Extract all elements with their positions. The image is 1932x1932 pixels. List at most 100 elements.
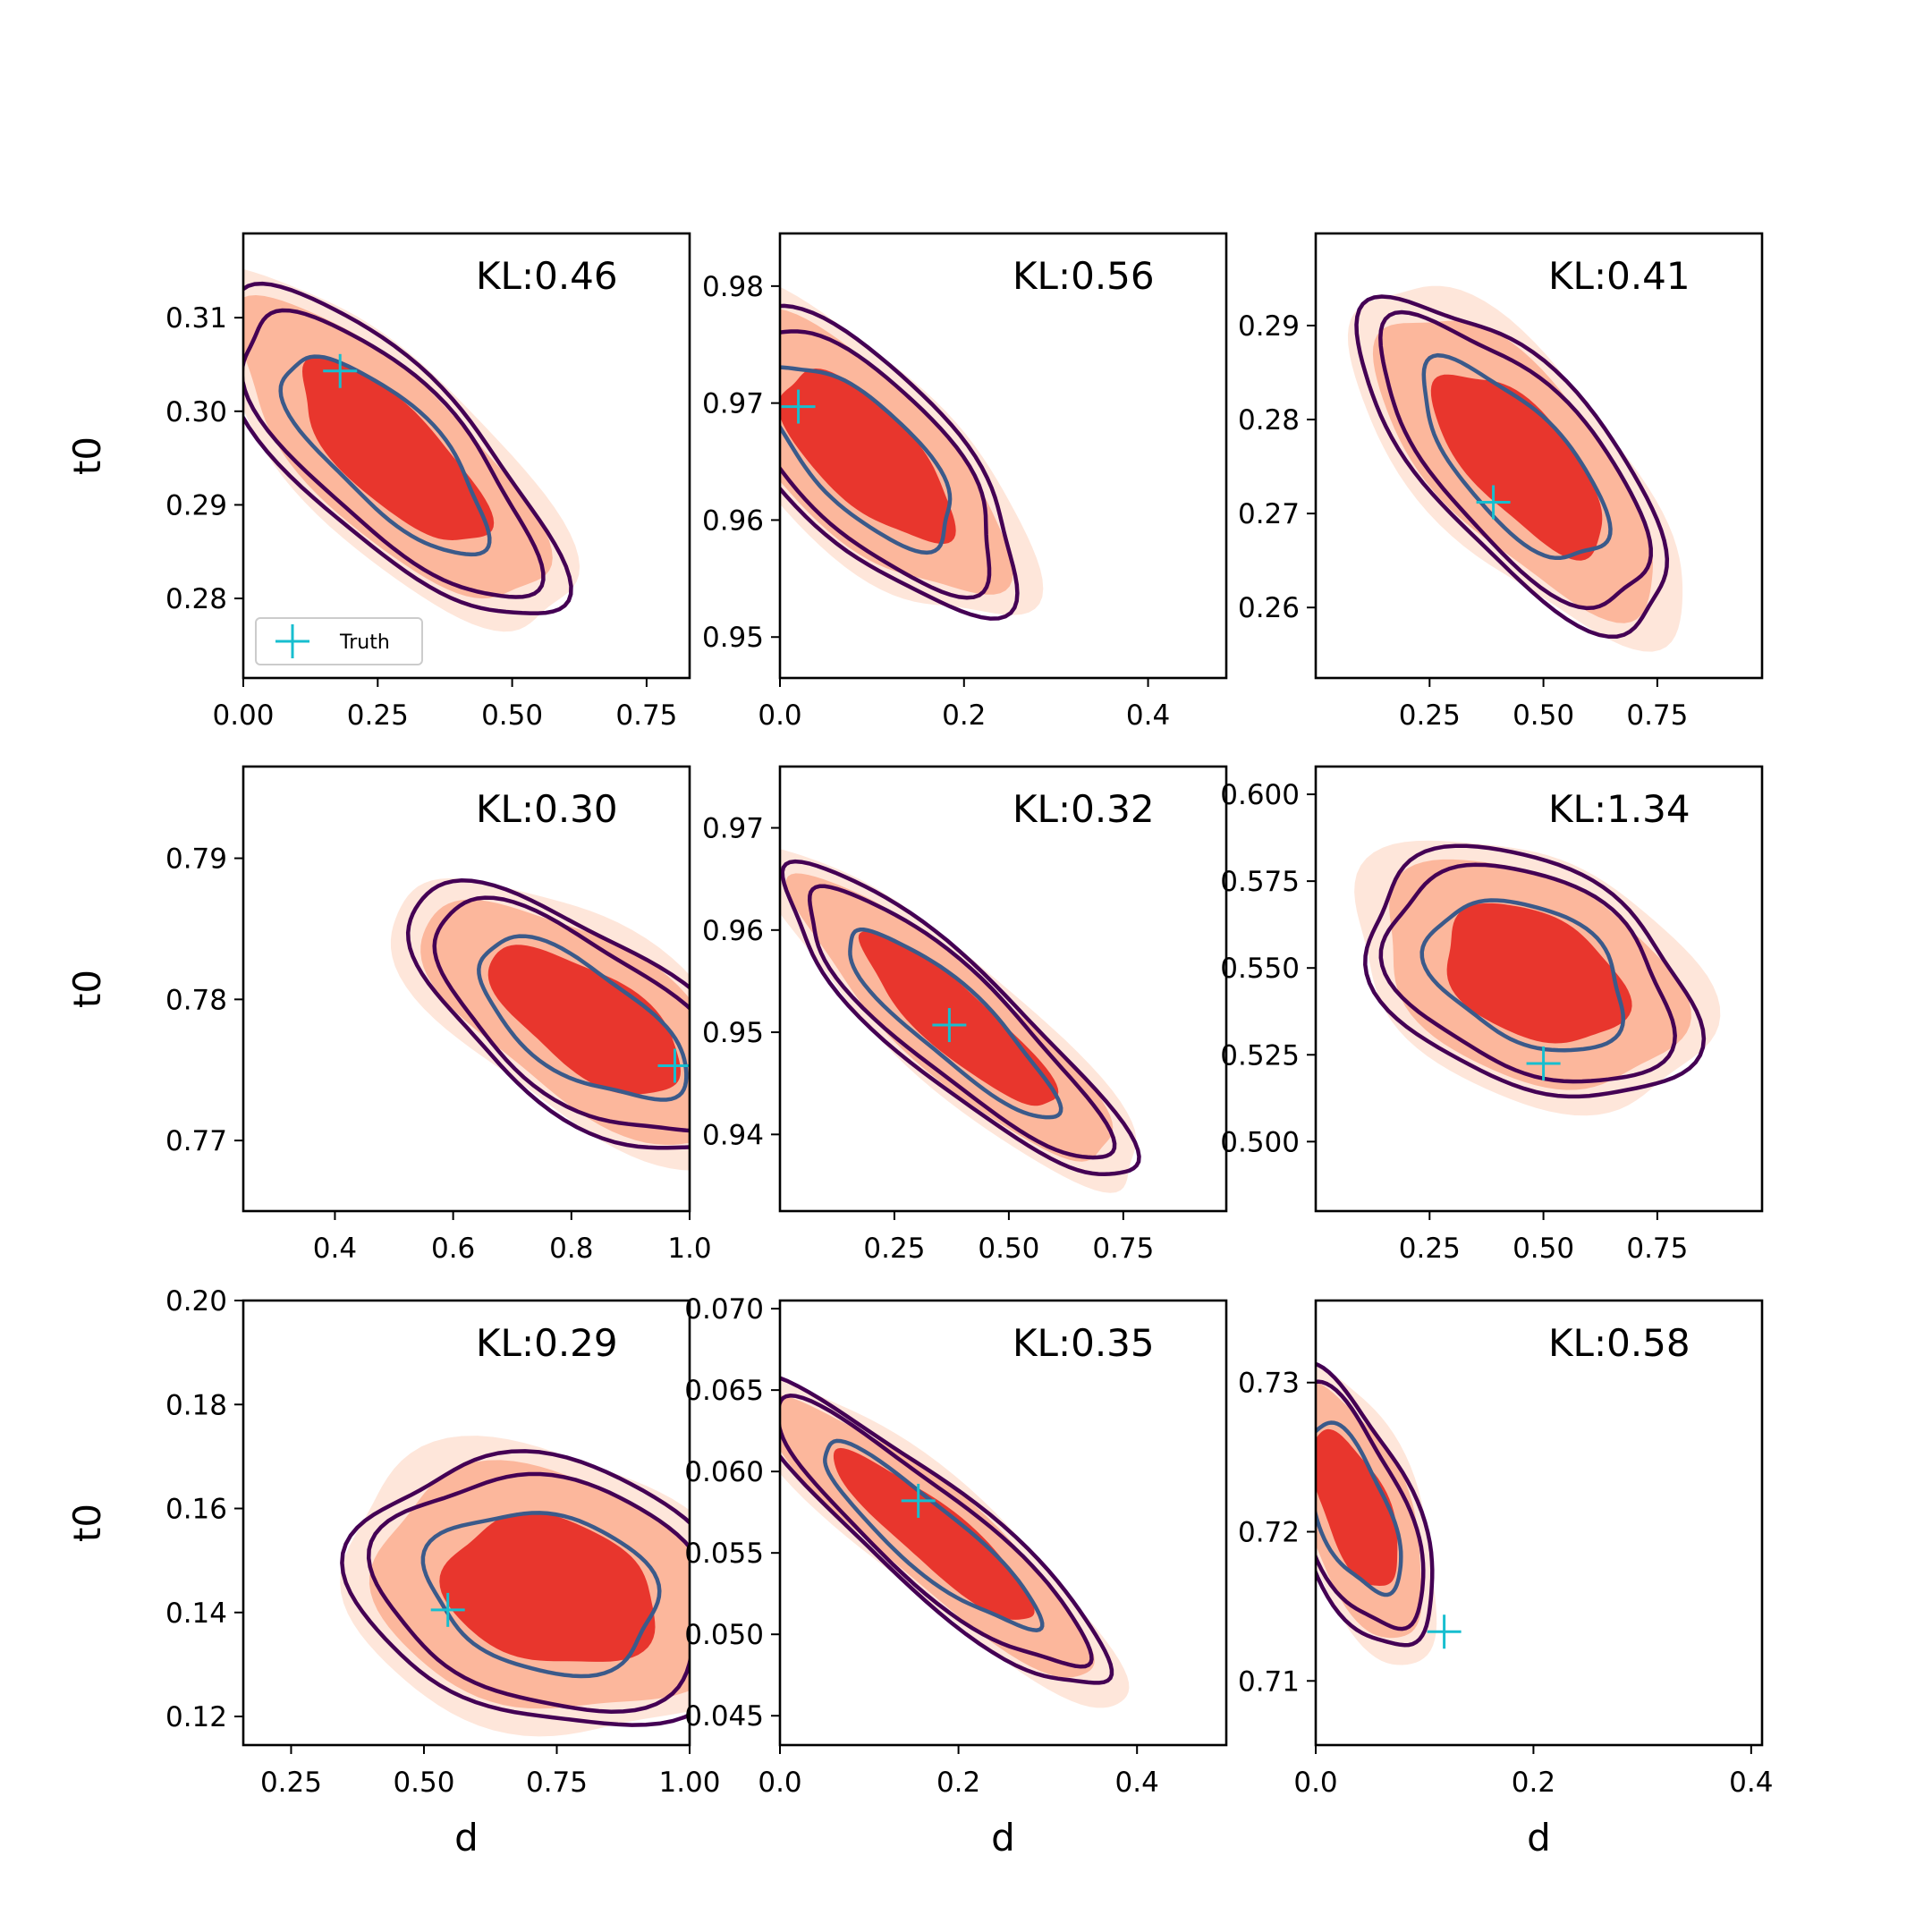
- axes-frame: [242, 232, 691, 680]
- density-fill-inner: [858, 931, 1059, 1106]
- kl-annotation: KL:0.35: [1013, 1321, 1155, 1365]
- contour-line-inner: [278, 354, 492, 557]
- y-tick-label: 0.29: [1238, 310, 1300, 343]
- y-tick-label: 0.96: [702, 504, 764, 537]
- y-axis-label: t0: [65, 970, 109, 1008]
- panel-7: 0.25 0.50 0.75 1.00 0.12 0.14 0.16 0.18 0.20 KL:0…: [65, 1285, 721, 1860]
- axes-frame: [778, 765, 1228, 1213]
- y-tick-label: 0.18: [165, 1389, 227, 1421]
- axes-frame: [242, 765, 691, 1213]
- density-fill-inner: [1316, 1428, 1398, 1586]
- y-tick-label: 0.79: [165, 843, 227, 876]
- contour-line-middle: [807, 884, 1117, 1160]
- axes-frame: [242, 1299, 691, 1747]
- truth-marker: [1427, 1614, 1462, 1649]
- x-tick-label: 0.50: [1513, 1233, 1574, 1265]
- y-tick-label: 0.73: [1238, 1368, 1300, 1400]
- axes-frame: [778, 1299, 1228, 1747]
- y-tick-label: 0.96: [702, 915, 764, 947]
- x-tick-label: 0.50: [393, 1767, 454, 1799]
- y-tick-label: 0.78: [165, 984, 227, 1016]
- x-tick-label: 0.75: [526, 1767, 588, 1799]
- truth-marker: [1526, 1046, 1561, 1080]
- y-tick-label: 0.525: [1220, 1039, 1300, 1072]
- plot-area: [780, 849, 1141, 1193]
- y-tick-label: 0.575: [1220, 866, 1300, 898]
- x-tick-label: 0.00: [212, 699, 274, 732]
- x-tick-label: 0.4: [1126, 699, 1170, 732]
- legend-truth-marker: [275, 624, 309, 658]
- x-tick-label: 0.2: [1512, 1767, 1555, 1799]
- kl-annotation: KL:0.29: [476, 1321, 618, 1365]
- contour-line-outer: [1316, 1361, 1435, 1648]
- axes-frame: [1314, 232, 1764, 680]
- x-axis-label: d: [1527, 1816, 1551, 1860]
- y-tick-label: 0.30: [165, 396, 227, 428]
- panel-5: 0.25 0.50 0.75 0.94 0.95 0.96 0.97 KL:0.32: [702, 765, 1228, 1265]
- x-tick-label: 0.8: [549, 1233, 593, 1265]
- x-tick-label: 0.50: [1513, 699, 1574, 732]
- density-fill-inner: [833, 1447, 1035, 1620]
- contour-line-outer: [780, 859, 1141, 1176]
- contour-line-inner: [780, 365, 953, 555]
- panel-2: 0.0 0.2 0.4 0.95 0.96 0.97 0.98 KL:0.56: [702, 232, 1228, 732]
- x-axis-label: d: [454, 1816, 479, 1860]
- truth-marker: [901, 1483, 936, 1518]
- density-fill-inner: [1430, 374, 1603, 561]
- contour-line-middle: [1378, 309, 1653, 611]
- contour-line-inner: [823, 1438, 1045, 1632]
- axes-frame: [778, 232, 1228, 680]
- y-tick-label: 0.055: [684, 1538, 764, 1570]
- plot-area: [780, 286, 1044, 621]
- kl-annotation: KL:0.56: [1013, 254, 1155, 298]
- x-tick-label: 0.75: [615, 699, 677, 732]
- y-tick-label: 0.95: [702, 622, 764, 654]
- kl-annotation: KL:0.32: [1013, 787, 1155, 831]
- y-tick-label: 0.97: [702, 388, 764, 420]
- x-tick-label: 0.4: [1115, 1767, 1159, 1799]
- y-tick-label: 0.28: [1238, 404, 1300, 436]
- contour-line-middle: [780, 329, 992, 600]
- contour-line-inner: [420, 1511, 662, 1679]
- x-tick-label: 0.75: [1092, 1233, 1154, 1265]
- density-fill-inner: [302, 357, 495, 540]
- contour-line-middle: [1378, 862, 1677, 1084]
- kl-annotation: KL:0.30: [476, 787, 618, 831]
- density-fill-inner: [487, 945, 681, 1095]
- x-tick-label: 0.0: [1293, 1767, 1337, 1799]
- contour-line-middle: [780, 1394, 1094, 1669]
- axes-frame: [1314, 765, 1764, 1213]
- contour-line-inner: [848, 928, 1063, 1120]
- y-tick-label: 0.27: [1238, 498, 1300, 530]
- x-tick-label: 1.00: [658, 1767, 720, 1799]
- y-tick-label: 0.95: [702, 1017, 764, 1049]
- y-axis-label: t0: [65, 436, 109, 475]
- x-tick-label: 0.6: [431, 1233, 475, 1265]
- y-tick-label: 0.050: [684, 1619, 764, 1651]
- y-tick-label: 0.98: [702, 271, 764, 303]
- x-tick-label: 1.0: [667, 1233, 711, 1265]
- panels-layer: 0.00 0.25 0.50 0.75 0.28 0.29 0.30 0.31 KL:0.46 t…: [65, 232, 1773, 1860]
- plot-area: [1354, 840, 1721, 1116]
- x-tick-label: 0.50: [481, 699, 543, 732]
- contour-line-outer: [1363, 843, 1707, 1099]
- x-tick-label: 0.75: [1626, 699, 1688, 732]
- y-tick-label: 0.060: [684, 1456, 764, 1488]
- contour-line-middle: [243, 308, 546, 599]
- y-tick-label: 0.31: [165, 302, 227, 335]
- x-tick-label: 0.2: [942, 699, 986, 732]
- x-tick-label: 0.25: [347, 699, 409, 732]
- truth-marker: [430, 1592, 465, 1627]
- contour-line-inner: [1421, 352, 1613, 561]
- kl-annotation: KL:0.41: [1548, 254, 1690, 298]
- truth-marker: [657, 1048, 690, 1083]
- y-tick-label: 0.29: [165, 489, 227, 521]
- y-tick-label: 0.77: [165, 1125, 227, 1157]
- contour-line-middle: [1316, 1379, 1426, 1631]
- contour-line-outer: [780, 1376, 1114, 1685]
- density-fill-inner: [780, 369, 956, 544]
- x-axis-label: d: [991, 1816, 1015, 1860]
- y-tick-label: 0.12: [165, 1701, 227, 1733]
- contour-line-middle: [432, 895, 690, 1133]
- y-tick-label: 0.71: [1238, 1665, 1300, 1698]
